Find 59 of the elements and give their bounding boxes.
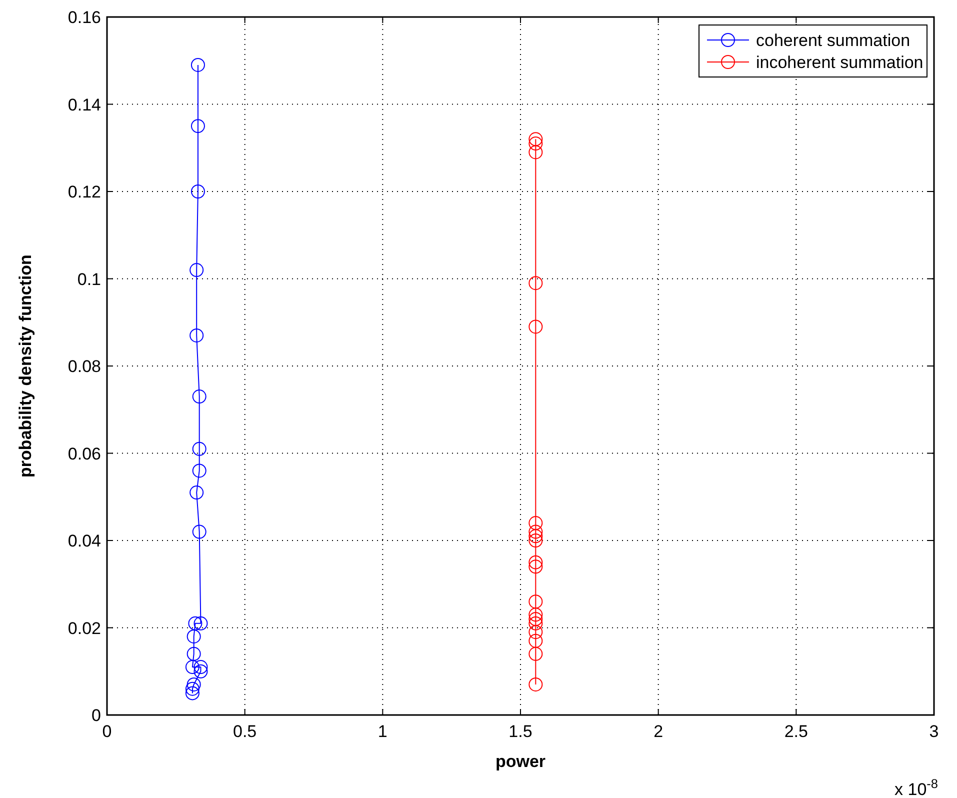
x-tick-label: 1 <box>378 722 388 741</box>
point <box>528 634 543 648</box>
point <box>528 608 543 622</box>
point <box>190 486 204 500</box>
point <box>194 616 208 630</box>
x-axis-title: power <box>495 752 546 771</box>
point <box>528 276 543 290</box>
point <box>528 132 543 146</box>
point <box>192 442 206 456</box>
point <box>528 516 543 530</box>
point <box>528 529 543 544</box>
point <box>528 677 543 692</box>
point <box>528 136 543 151</box>
text: x 10$^{-8}$ <box>894 776 938 798</box>
y-tick-label: 0.02 <box>68 618 101 638</box>
y-tick-label: 0.08 <box>68 357 101 376</box>
point <box>528 320 543 334</box>
point <box>185 686 200 700</box>
point <box>528 145 543 160</box>
x-tick-label: 2 <box>654 722 664 741</box>
point <box>528 594 543 609</box>
point <box>186 629 201 644</box>
x-tick-label: 2.5 <box>784 722 808 741</box>
x-tick-label: 3 <box>929 722 939 741</box>
point <box>185 660 200 674</box>
point <box>188 616 202 630</box>
point <box>194 660 208 674</box>
point <box>528 534 543 548</box>
point <box>528 616 543 630</box>
point <box>192 524 206 539</box>
y-tick-label: 0.04 <box>68 532 101 550</box>
y-tick-label: 0.12 <box>68 182 101 202</box>
point <box>185 682 200 696</box>
point <box>190 119 205 134</box>
point <box>528 524 543 539</box>
point <box>186 646 201 661</box>
point <box>190 328 204 342</box>
point <box>192 390 206 404</box>
point <box>528 612 543 626</box>
point <box>528 646 543 661</box>
y-tick-label: 0 <box>92 706 101 725</box>
point <box>528 560 543 574</box>
point <box>528 555 543 570</box>
point <box>194 664 208 678</box>
y-axis-title: probability density function <box>16 254 35 478</box>
legend-label: coherent summation <box>756 31 910 50</box>
legend-label: incoherent summation <box>756 53 924 72</box>
point <box>186 677 201 692</box>
point <box>528 625 543 640</box>
point <box>190 184 205 198</box>
y-tick-label: 0.16 <box>68 8 101 27</box>
point <box>190 263 204 278</box>
y-tick-label: 0.1 <box>77 270 101 289</box>
point <box>190 58 205 72</box>
y-tick-label: 0.06 <box>68 444 101 464</box>
x-tick-label: 0.5 <box>233 722 257 741</box>
y-tick-label: 0.14 <box>68 95 101 114</box>
x-tick-label: 1.5 <box>508 722 532 741</box>
point <box>192 464 206 478</box>
